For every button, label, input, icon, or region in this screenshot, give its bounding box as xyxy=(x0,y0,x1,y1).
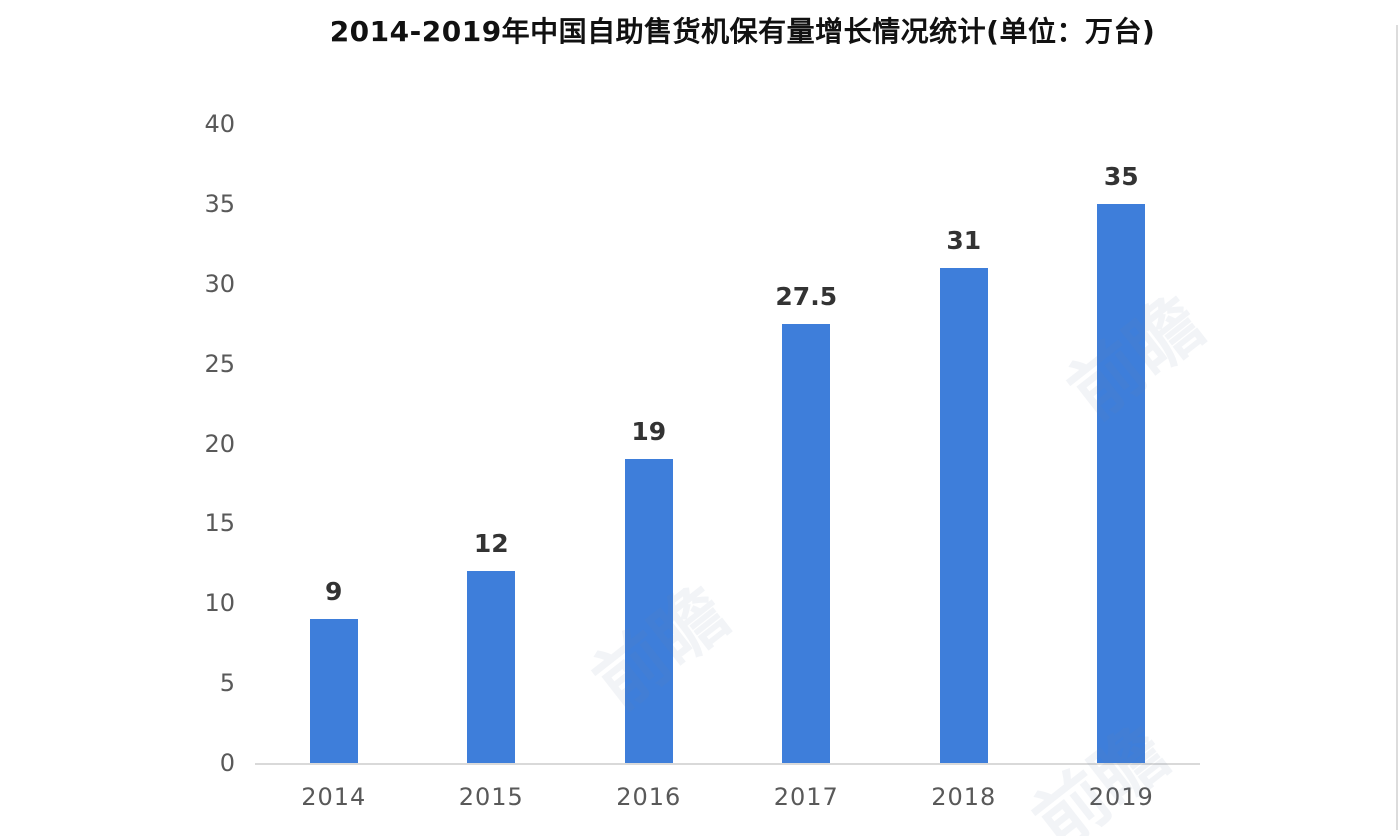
bar-value-label-2016: 19 xyxy=(631,417,667,446)
bar-2014 xyxy=(309,619,358,763)
plot-area: 9 2014 12 2015 19 2016 27.5 2017 31 2018 35 2019 0 5 1… xyxy=(204,110,1200,811)
x-tick-label-2019: 2019 xyxy=(1088,783,1154,811)
bar-value-label-2018: 31 xyxy=(946,226,982,255)
x-tick-label-2014: 2014 xyxy=(301,783,367,811)
bar-value-label-2015: 12 xyxy=(473,529,509,558)
right-edge-line xyxy=(1396,25,1398,830)
x-tick-label-2016: 2016 xyxy=(616,783,682,811)
bar-2019 xyxy=(1097,204,1146,763)
y-tick-label-15: 15 xyxy=(204,509,235,538)
y-tick-label-40: 40 xyxy=(204,110,235,138)
y-tick-label-35: 35 xyxy=(204,189,235,218)
chart-title: 2014-2019年中国自助售货机保有量增长情况统计(单位：万台) xyxy=(329,15,1156,48)
x-tick-label-2015: 2015 xyxy=(458,783,524,811)
y-tick-label-20: 20 xyxy=(204,429,235,458)
bar-2016 xyxy=(624,459,673,763)
bar-value-label-2014: 9 xyxy=(325,577,343,606)
bar-2015 xyxy=(467,571,516,763)
bar-value-label-2019: 35 xyxy=(1103,162,1139,191)
y-tick-label-0: 0 xyxy=(219,749,235,777)
bar-2017 xyxy=(782,324,831,763)
bar-2018 xyxy=(939,268,988,763)
y-tick-label-5: 5 xyxy=(219,669,235,698)
y-tick-label-25: 25 xyxy=(204,349,235,378)
y-tick-label-10: 10 xyxy=(204,589,235,618)
x-tick-label-2017: 2017 xyxy=(773,783,839,811)
x-tick-label-2018: 2018 xyxy=(931,783,997,811)
y-tick-label-30: 30 xyxy=(204,269,235,298)
bar-value-label-2017: 27.5 xyxy=(775,282,838,311)
